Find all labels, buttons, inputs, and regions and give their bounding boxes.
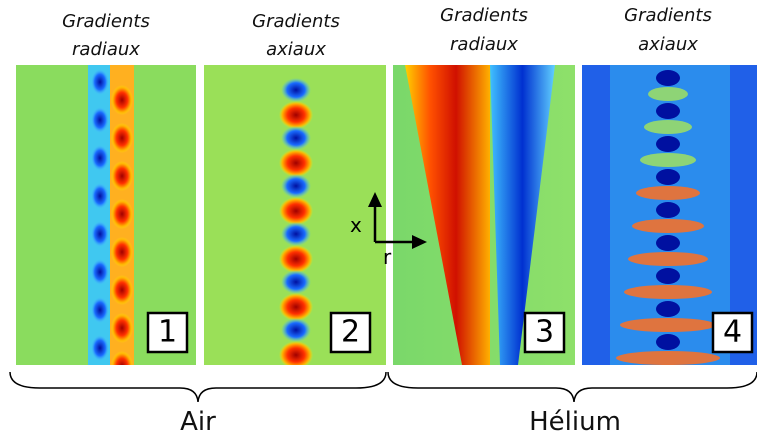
panel-number: 4 — [723, 315, 742, 350]
texture — [656, 301, 680, 317]
texture — [111, 161, 133, 191]
panel-title: Gradients — [624, 5, 712, 26]
texture — [656, 103, 680, 119]
texture — [656, 235, 680, 251]
texture — [281, 366, 311, 390]
texture — [279, 245, 313, 273]
texture — [616, 351, 720, 365]
texture — [91, 145, 109, 171]
texture — [111, 313, 133, 343]
panel-image-1 — [16, 65, 196, 365]
group-label: Air — [180, 407, 216, 437]
texture — [656, 202, 680, 218]
texture — [656, 334, 680, 350]
texture — [656, 70, 680, 86]
panel-title: Gradients — [252, 11, 340, 32]
texture — [279, 101, 313, 129]
texture — [279, 149, 313, 177]
texture — [91, 221, 109, 247]
texture — [656, 268, 680, 284]
axis-label: r — [383, 245, 392, 269]
panel-title: radiaux — [72, 39, 140, 60]
texture — [91, 107, 109, 133]
axes-indicator: x r — [350, 192, 427, 269]
panel-image-2 — [204, 65, 386, 417]
texture — [281, 270, 311, 294]
panel-number: 3 — [535, 315, 554, 350]
texture — [91, 297, 109, 323]
number-box: 1 — [146, 311, 189, 354]
number-box: 3 — [523, 311, 566, 354]
texture — [91, 335, 109, 361]
brace — [9, 371, 387, 403]
panel-title: radiaux — [450, 34, 518, 55]
panel-image-4 — [582, 65, 757, 365]
texture — [111, 199, 133, 229]
texture — [636, 186, 700, 200]
panel-number: 2 — [341, 315, 360, 350]
texture — [624, 285, 712, 299]
texture — [91, 259, 109, 285]
panel-image-3 — [393, 65, 575, 365]
texture — [91, 69, 109, 95]
texture — [281, 78, 311, 102]
texture — [648, 87, 688, 101]
texture — [656, 169, 680, 185]
texture — [281, 318, 311, 342]
texture — [620, 318, 716, 332]
number-box: 4 — [711, 311, 754, 354]
texture — [111, 123, 133, 153]
texture — [279, 293, 313, 321]
texture — [644, 120, 692, 134]
texture — [111, 351, 133, 365]
texture — [279, 389, 313, 417]
group-label: Hélium — [529, 407, 621, 437]
texture — [281, 126, 311, 150]
texture — [628, 252, 708, 266]
number-box: 2 — [329, 311, 372, 354]
axis-label: x — [350, 213, 362, 237]
panel-number: 1 — [158, 315, 177, 350]
texture — [111, 275, 133, 305]
panel-title: axiaux — [638, 34, 698, 55]
texture — [111, 237, 133, 267]
texture — [91, 183, 109, 209]
texture — [281, 174, 311, 198]
texture — [632, 219, 704, 233]
panel-title: axiaux — [266, 39, 326, 60]
texture — [111, 85, 133, 115]
texture — [640, 153, 696, 167]
panel-title: Gradients — [62, 11, 150, 32]
panel-title: Gradients — [440, 5, 528, 26]
texture — [279, 197, 313, 225]
texture — [279, 341, 313, 365]
texture — [656, 136, 680, 152]
texture — [281, 222, 311, 246]
brace — [387, 371, 757, 403]
